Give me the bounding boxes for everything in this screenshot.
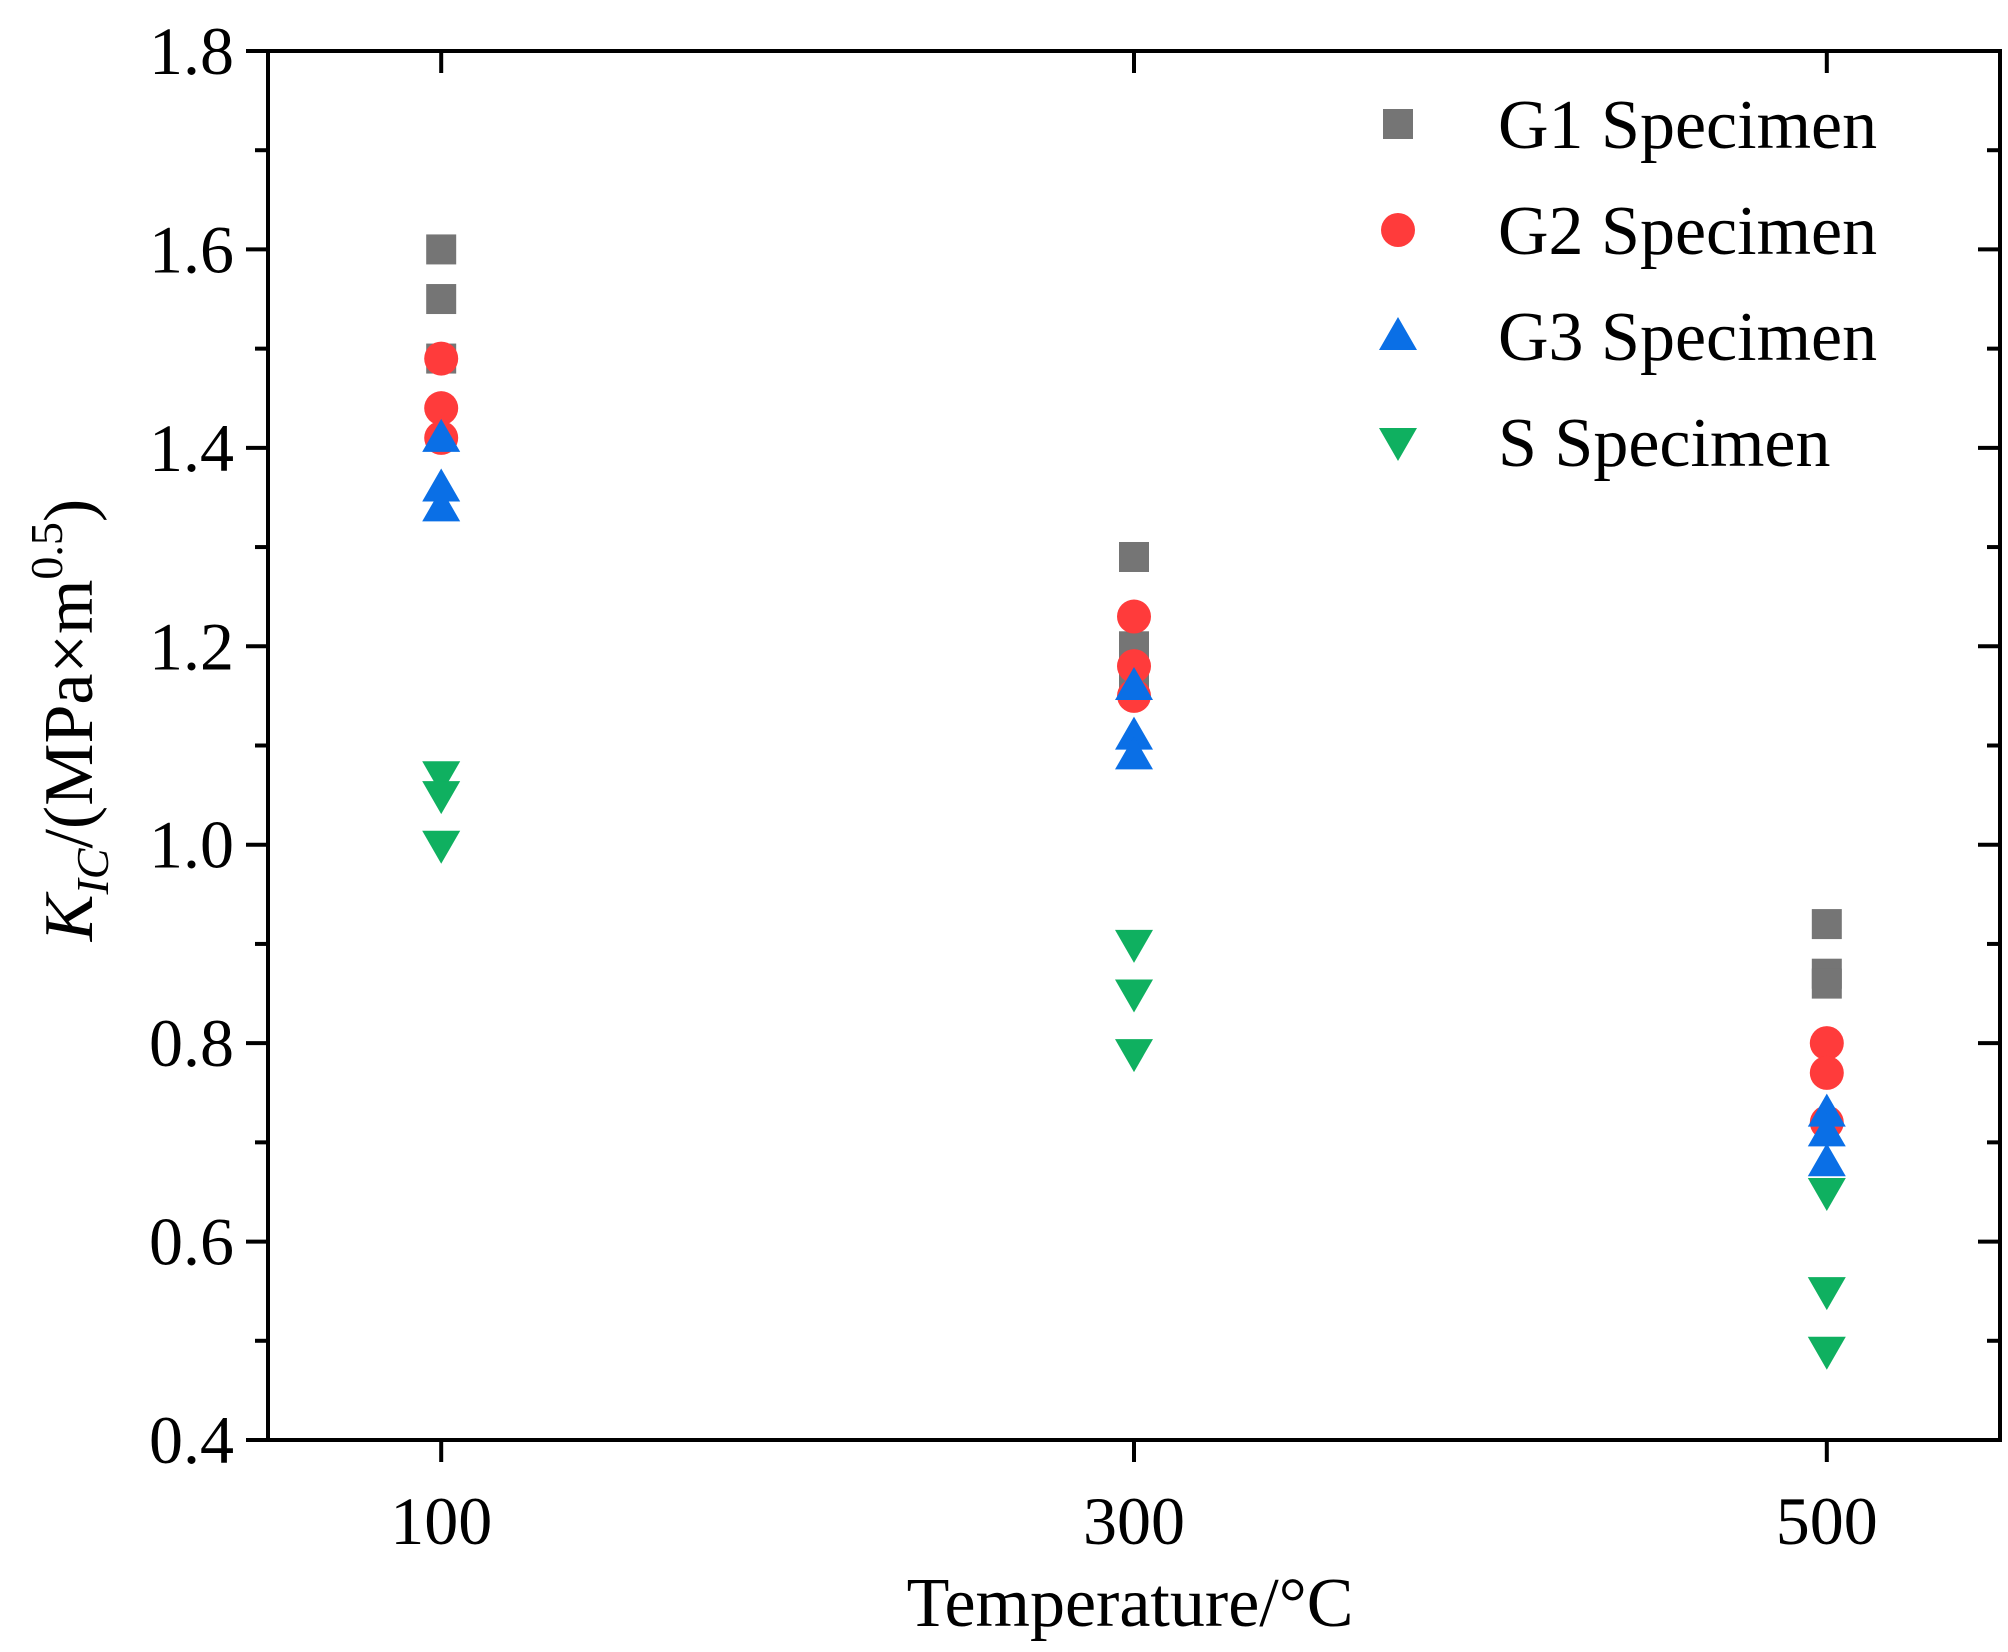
data-point-g3 (1115, 736, 1153, 770)
data-point-s (1115, 979, 1153, 1013)
y-tick-label: 1.2 (149, 608, 234, 684)
data-point-g2 (1117, 599, 1151, 634)
legend-item-g1: G1 Specimen (1383, 87, 1877, 164)
data-point-g1 (1119, 541, 1149, 572)
legend-marker-s (1379, 428, 1417, 461)
y-tick-label: 1.6 (149, 211, 234, 287)
data-point-s (1807, 1336, 1846, 1370)
x-axis-title: Temperature/°C (907, 1565, 1354, 1642)
data-point-s (422, 761, 461, 795)
data-point-g2 (1117, 649, 1151, 684)
y-axis-superscript: 0.5 (21, 522, 72, 580)
y-tick-label: 0.4 (149, 1402, 234, 1478)
data-point-s (422, 781, 461, 815)
series-layer (422, 234, 1846, 1370)
y-tick-label: 1.0 (149, 807, 234, 883)
data-point-g3 (1807, 1113, 1846, 1147)
y-axis-unit: /(MPa×m (31, 580, 108, 849)
data-point-s (1807, 1177, 1846, 1211)
data-point-g3 (1115, 716, 1153, 750)
legend-marker-g2 (1381, 213, 1415, 247)
data-point-s (1115, 929, 1153, 963)
y-tick-label: 0.8 (149, 1005, 234, 1081)
data-point-g1 (426, 284, 457, 315)
y-tick-label: 1.4 (149, 410, 234, 486)
x-axis: 100 300 500 (390, 51, 1878, 1559)
data-point-g3 (422, 488, 461, 522)
y-axis-subscript: IC (67, 847, 118, 895)
x-tick-label: 100 (390, 1483, 492, 1559)
data-point-g1 (1811, 968, 1842, 999)
legend-label-g1: G1 Specimen (1498, 87, 1877, 164)
data-point-s (422, 830, 461, 864)
data-point-g2 (1809, 1055, 1844, 1090)
legend-marker-g3 (1379, 317, 1417, 350)
data-point-g3 (422, 418, 461, 452)
y-axis-symbol: K (31, 891, 108, 942)
data-point-g3 (422, 468, 461, 502)
series-g3 (422, 418, 1846, 1177)
data-point-s (1807, 1277, 1846, 1311)
data-point-g3 (1115, 666, 1153, 700)
legend-item-g2: G2 Specimen (1381, 193, 1877, 270)
legend-item-g3: G3 Specimen (1379, 299, 1877, 376)
x-tick-label: 500 (1776, 1483, 1878, 1559)
data-point-g3 (1807, 1093, 1846, 1127)
y-axis: 0.4 0.6 0.8 1.0 1.2 1.4 1.6 1.8 (149, 13, 2000, 1478)
data-point-g1 (426, 234, 457, 265)
data-point-s (1115, 1039, 1153, 1073)
legend-label-s: S Specimen (1498, 405, 1830, 482)
data-point-g2 (424, 341, 459, 376)
data-point-g2 (424, 391, 459, 426)
legend-label-g2: G2 Specimen (1498, 193, 1877, 270)
x-tick-label: 300 (1083, 1483, 1185, 1559)
data-point-g3 (1807, 1143, 1846, 1177)
data-point-g2 (1809, 1026, 1844, 1061)
y-tick-label: 0.6 (149, 1204, 234, 1280)
legend-label-g3: G3 Specimen (1498, 299, 1877, 376)
legend-item-s: S Specimen (1379, 405, 1830, 482)
series-s (422, 761, 1846, 1370)
y-axis-title: KIC/(MPa×m0.5) (21, 499, 118, 942)
data-point-g1 (1811, 909, 1842, 940)
legend-marker-g1 (1383, 109, 1413, 139)
y-tick-label: 1.8 (149, 13, 234, 89)
legend: G1 Specimen G2 Specimen G3 Specimen S Speci… (1379, 87, 1877, 482)
y-axis-unit-close: ) (31, 499, 108, 522)
